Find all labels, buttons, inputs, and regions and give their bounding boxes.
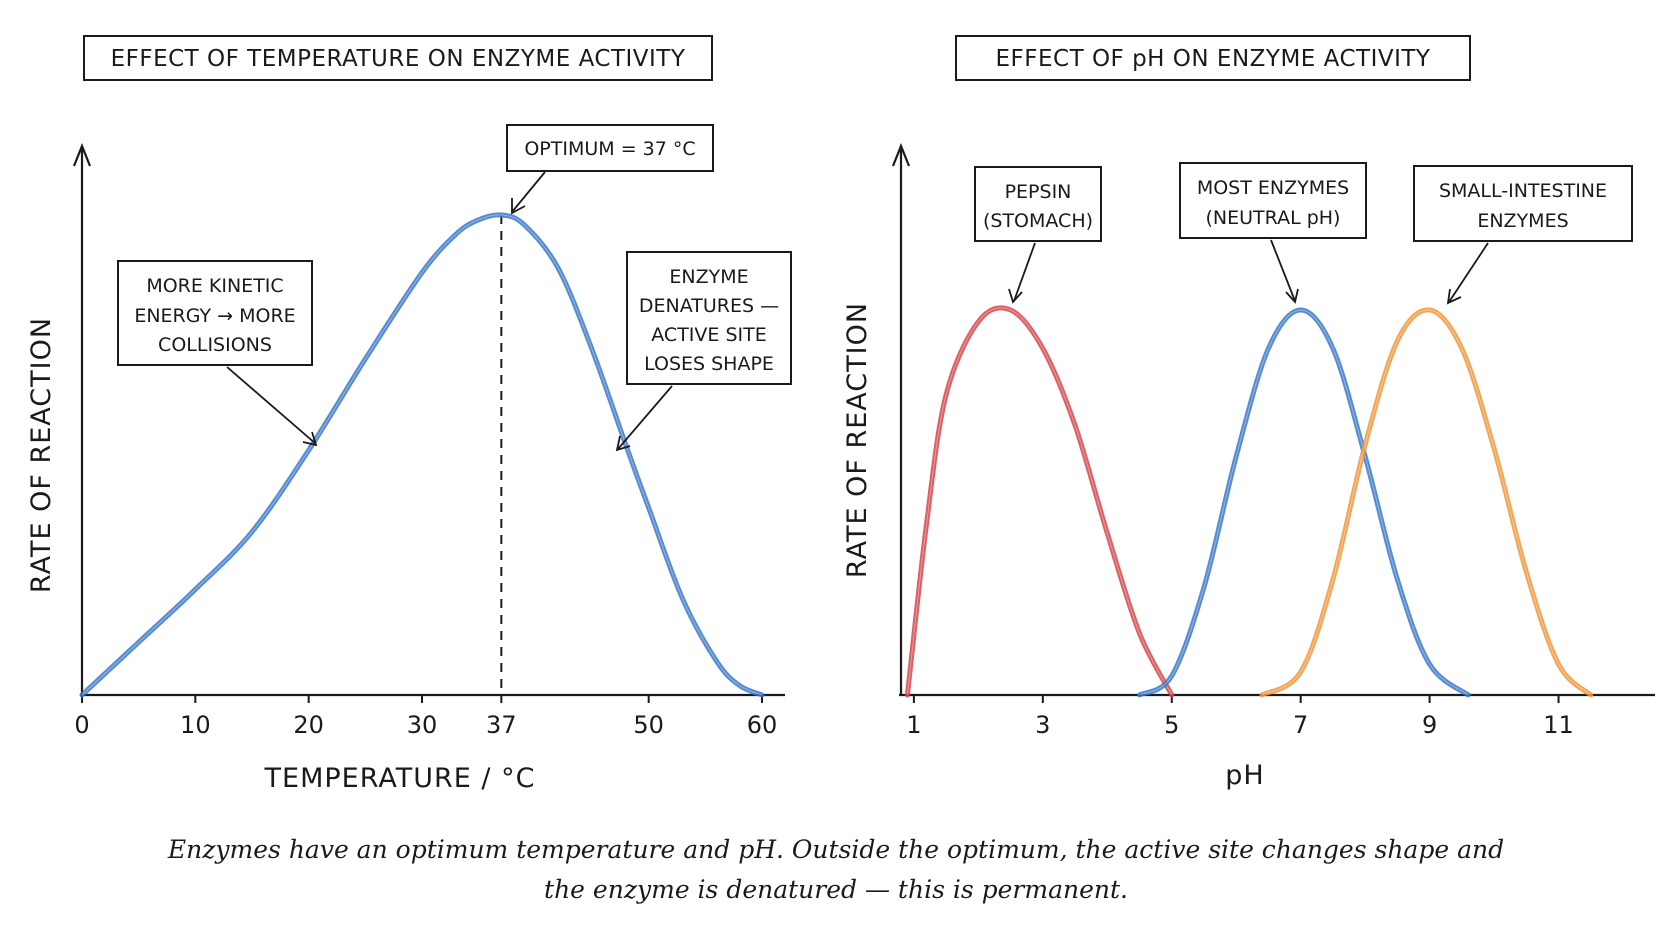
annotation-pepsin-line-2: (STOMACH) bbox=[983, 210, 1093, 232]
temperature-x-axis-label: TEMPERATURE / °C bbox=[264, 763, 536, 794]
temperature-x-tick-label: 10 bbox=[180, 711, 211, 739]
temperature-series-group bbox=[79, 212, 765, 698]
annotation-denature: ENZYME DENATURES — ACTIVE SITE LOSES SHA… bbox=[615, 251, 792, 452]
ph-chart: EFFECT OF pH ON ENZYME ACTIVITY RATE OF … bbox=[842, 35, 1655, 791]
temperature-series-line-1 bbox=[79, 212, 765, 698]
annotation-kinetic: MORE KINETIC ENERGY → MORE COLLISIONS bbox=[117, 260, 318, 447]
ph-series-highlight-1 bbox=[906, 307, 1173, 696]
annotation-kinetic-line-3: COLLISIONS bbox=[158, 334, 272, 356]
temperature-x-tick-label: 37 bbox=[486, 711, 517, 739]
temperature-x-tick-label: 60 bbox=[747, 711, 778, 739]
temperature-chart: EFFECT OF TEMPERATURE ON ENZYME ACTIVITY… bbox=[26, 35, 792, 794]
temperature-series-highlight-1 bbox=[81, 214, 763, 696]
ph-series-highlight-2 bbox=[1139, 309, 1469, 696]
caption-line-1: Enzymes have an optimum temperature and … bbox=[167, 835, 1504, 864]
ph-series-group bbox=[904, 305, 1594, 698]
temperature-x-tick-label: 50 bbox=[633, 711, 664, 739]
annotation-pepsin: PEPSIN (STOMACH) bbox=[974, 166, 1102, 304]
ph-x-axis-label: pH bbox=[1225, 760, 1264, 791]
annotation-denature-line-4: LOSES SHAPE bbox=[644, 353, 774, 375]
annotation-intestine-line-1: SMALL-INTESTINE bbox=[1439, 180, 1607, 202]
ph-x-tick-label: 3 bbox=[1035, 711, 1050, 739]
ph-x-tick-label: 11 bbox=[1543, 711, 1574, 739]
ph-series-line-2 bbox=[1137, 307, 1471, 698]
annotation-intestine-line-2: ENZYMES bbox=[1477, 210, 1568, 232]
ph-title-box bbox=[955, 35, 1471, 81]
temperature-x-tick-label: 30 bbox=[407, 711, 438, 739]
annotation-optimum-text: OPTIMUM = 37 °C bbox=[524, 138, 695, 160]
ph-chart-title: EFFECT OF pH ON ENZYME ACTIVITY bbox=[996, 46, 1431, 72]
ph-x-tick-label: 7 bbox=[1293, 711, 1308, 739]
annotation-denature-line-2: DENATURES — bbox=[639, 295, 779, 317]
ph-series-highlight-3 bbox=[1261, 309, 1592, 696]
temperature-y-axis-arrowhead bbox=[72, 143, 92, 167]
ph-x-ticks: 1 3 5 7 9 11 bbox=[906, 695, 1574, 739]
caption-line-2: the enzyme is denatured — this is perman… bbox=[544, 875, 1128, 904]
annotation-pepsin-line-1: PEPSIN bbox=[1005, 181, 1072, 203]
temperature-chart-title: EFFECT OF TEMPERATURE ON ENZYME ACTIVITY bbox=[111, 46, 686, 72]
ph-x-tick-label: 1 bbox=[906, 711, 921, 739]
annotation-kinetic-line-1: MORE KINETIC bbox=[146, 275, 283, 297]
temperature-title-box bbox=[83, 35, 713, 81]
temperature-x-ticks: 0 10 20 30 37 50 60 bbox=[74, 695, 777, 739]
ph-y-axis-label: RATE OF REACTION bbox=[842, 302, 873, 578]
ph-y-axis-arrowhead bbox=[891, 143, 911, 167]
ph-x-tick-label: 9 bbox=[1422, 711, 1437, 739]
temperature-y-axis-label: RATE OF REACTION bbox=[26, 317, 57, 593]
ph-series-line-3 bbox=[1259, 307, 1594, 698]
annotation-neutral-line-2: (NEUTRAL pH) bbox=[1206, 207, 1341, 229]
annotation-kinetic-line-2: ENERGY → MORE bbox=[134, 305, 295, 327]
temperature-x-tick-label: 20 bbox=[293, 711, 324, 739]
annotation-neutral-line-1: MOST ENZYMES bbox=[1197, 177, 1349, 199]
annotation-neutral: MOST ENZYMES (NEUTRAL pH) bbox=[1179, 162, 1367, 304]
annotation-optimum: OPTIMUM = 37 °C bbox=[506, 124, 714, 215]
annotation-intestine: SMALL-INTESTINE ENZYMES bbox=[1413, 165, 1633, 305]
annotation-denature-line-1: ENZYME bbox=[669, 266, 748, 288]
annotation-denature-line-3: ACTIVE SITE bbox=[651, 324, 766, 346]
temperature-x-tick-label: 0 bbox=[74, 711, 89, 739]
ph-x-tick-label: 5 bbox=[1164, 711, 1179, 739]
ph-series-line-1 bbox=[904, 305, 1175, 698]
